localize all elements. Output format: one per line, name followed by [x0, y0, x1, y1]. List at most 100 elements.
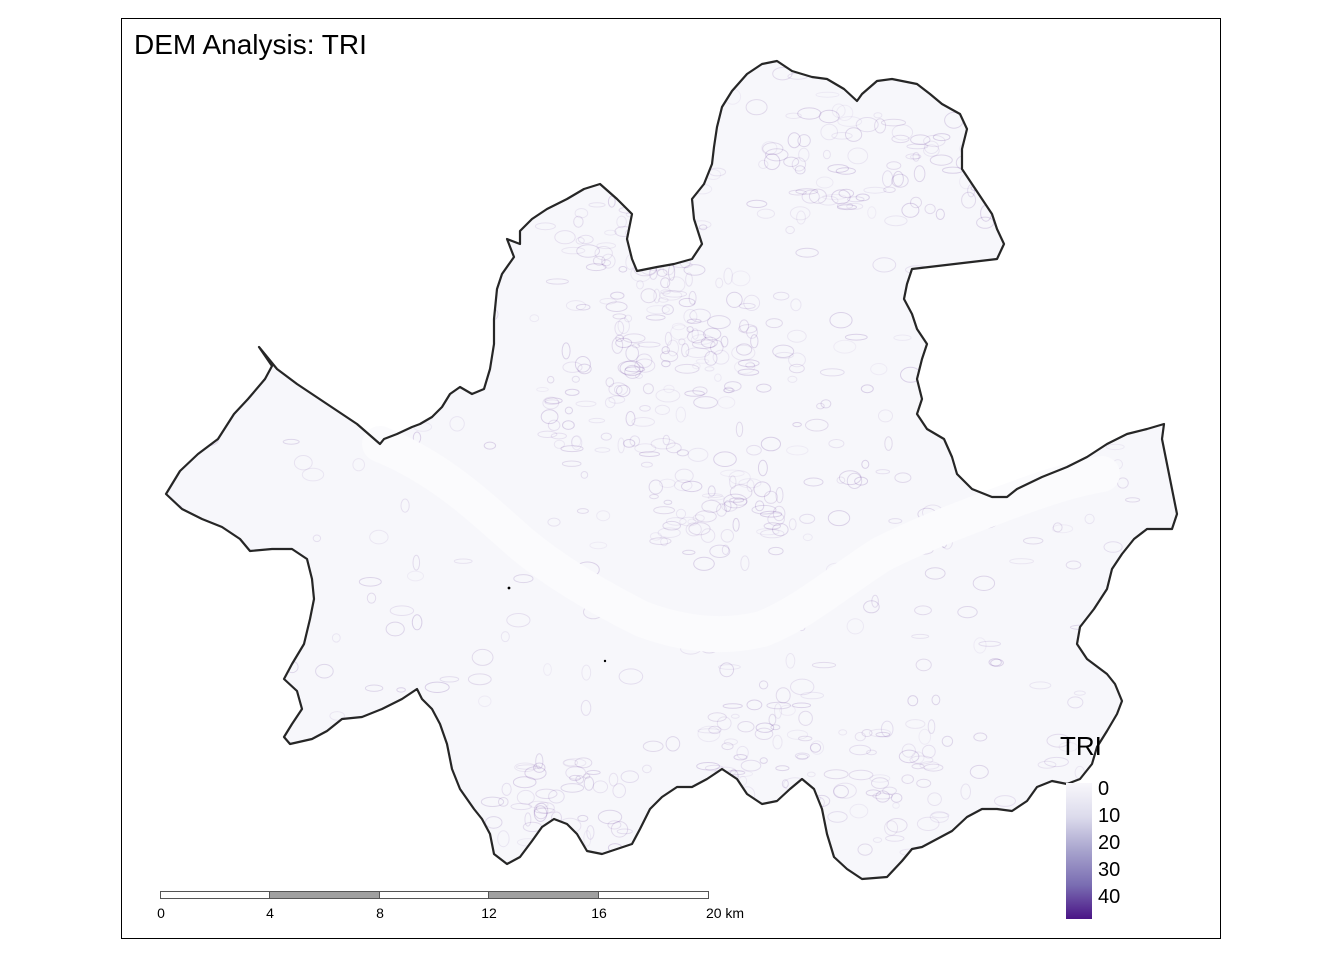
relief-mark [833, 784, 849, 799]
relief-mark [714, 373, 722, 382]
relief-mark [663, 384, 675, 394]
relief-mark [787, 375, 798, 383]
relief-mark [535, 753, 544, 770]
relief-mark [829, 312, 853, 329]
relief-mark [583, 830, 592, 847]
relief-mark [775, 351, 794, 359]
relief-mark [932, 133, 951, 142]
relief-mark [720, 335, 729, 348]
relief-mark [973, 637, 987, 654]
relief-mark [1058, 741, 1078, 752]
relief-mark [907, 695, 919, 707]
relief-mark [961, 191, 977, 209]
relief-mark [662, 520, 682, 531]
relief-mark [575, 775, 585, 784]
relief-mark [790, 298, 802, 312]
relief-mark [681, 343, 690, 358]
relief-mark [951, 82, 966, 91]
relief-mark [612, 313, 627, 320]
relief-mark [723, 738, 739, 746]
relief-mark [1124, 719, 1144, 732]
relief-mark [500, 631, 510, 643]
relief-mark [396, 324, 418, 339]
relief-mark [394, 262, 419, 273]
relief-mark [884, 436, 893, 451]
relief-mark [483, 441, 497, 450]
relief-mark [514, 762, 537, 773]
relief-mark [614, 320, 625, 336]
relief-mark [309, 806, 324, 820]
relief-mark [857, 843, 873, 856]
city-area [166, 61, 1177, 879]
relief-mark [580, 699, 592, 716]
relief-mark [789, 363, 805, 374]
relief-mark [860, 384, 874, 394]
scale-tick-label: 12 [481, 905, 497, 921]
relief-mark [753, 481, 771, 498]
relief-mark [973, 732, 988, 742]
relief-mark [1109, 419, 1127, 428]
relief-mark [846, 202, 864, 210]
relief-mark [479, 846, 492, 852]
relief-mark [304, 212, 314, 227]
relief-mark [660, 537, 669, 547]
relief-mark [449, 416, 465, 432]
relief-mark [212, 96, 223, 110]
legend: TRI 0 10 20 30 40 [1060, 731, 1180, 919]
relief-mark [612, 783, 627, 799]
relief-mark [667, 276, 686, 293]
relief-mark [800, 691, 825, 700]
relief-mark [274, 261, 294, 270]
relief-mark [870, 363, 888, 376]
relief-mark [339, 169, 359, 178]
relief-mark [562, 361, 583, 373]
relief-mark [738, 324, 758, 334]
relief-mark [462, 277, 477, 294]
relief-mark [729, 484, 753, 501]
relief-mark [785, 112, 802, 120]
relief-mark [673, 479, 693, 492]
relief-mark [875, 731, 891, 738]
relief-mark [330, 394, 343, 400]
relief-mark [936, 847, 945, 855]
relief-mark [391, 302, 417, 314]
relief-mark [453, 141, 473, 156]
relief-mark [407, 570, 424, 582]
relief-mark [733, 497, 748, 506]
relief-mark [911, 751, 925, 764]
relief-mark [431, 133, 441, 144]
relief-mark [665, 233, 684, 248]
relief-mark [750, 334, 759, 349]
relief-mark [660, 350, 679, 363]
relief-mark [560, 783, 585, 793]
legend-color-ramp [1066, 783, 1092, 919]
relief-mark [971, 161, 988, 178]
relief-mark [912, 151, 920, 162]
relief-mark [423, 249, 445, 256]
relief-mark [550, 432, 567, 440]
relief-mark [375, 272, 401, 282]
relief-mark [861, 459, 870, 469]
relief-mark [686, 326, 694, 333]
relief-mark [681, 480, 703, 493]
relief-mark [610, 821, 629, 838]
relief-mark [438, 250, 457, 265]
relief-mark [737, 721, 755, 733]
relief-mark [1041, 80, 1050, 96]
relief-mark [542, 396, 560, 410]
relief-mark [721, 742, 734, 751]
relief-mark [1129, 90, 1154, 97]
relief-mark [982, 160, 996, 174]
relief-mark [785, 653, 796, 669]
relief-mark [441, 336, 457, 346]
relief-mark [660, 277, 671, 289]
relief-mark [417, 756, 432, 772]
relief-mark [476, 284, 495, 296]
relief-mark [869, 774, 891, 783]
relief-mark [520, 146, 528, 153]
relief-mark [861, 729, 873, 737]
relief-mark [597, 809, 623, 825]
relief-mark [264, 656, 287, 667]
relief-mark [927, 719, 936, 734]
relief-mark [994, 795, 1016, 807]
